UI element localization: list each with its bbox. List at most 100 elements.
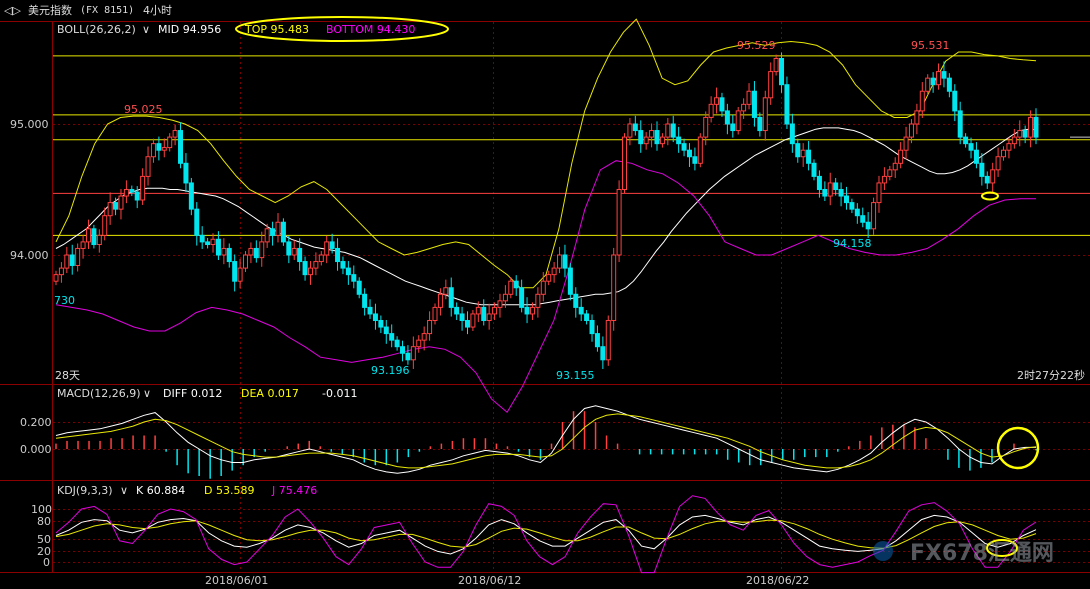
candle-body [990, 169, 996, 184]
candle-body [270, 228, 276, 236]
candle-body [221, 247, 227, 256]
candle-body [264, 228, 270, 243]
macd-histogram [55, 411, 1037, 479]
candlesticks [53, 52, 1039, 369]
candle-body [1033, 116, 1039, 138]
candle-body [816, 175, 822, 190]
candle-body [400, 346, 406, 354]
candle-body [113, 202, 119, 210]
boll-bands [55, 18, 1037, 413]
candle-body [984, 175, 990, 184]
candle-body [188, 182, 194, 210]
candle-body [150, 143, 156, 158]
candle-body [427, 320, 433, 335]
boll-dropdown-icon[interactable]: ∨ [142, 23, 150, 36]
instrument-code: (FX 8151) [80, 5, 135, 16]
candle-body [605, 320, 611, 361]
candle-body [854, 208, 860, 217]
candle-body [719, 97, 725, 112]
candle-body [843, 195, 849, 204]
candle-body [708, 103, 714, 118]
kdj-j-line [55, 495, 1037, 574]
candle-body [140, 175, 146, 201]
candle-body [85, 228, 91, 243]
candle-body [69, 254, 75, 266]
highlight-ellipse-low [981, 191, 999, 201]
candle-body [925, 77, 931, 92]
watermark-logo-icon [873, 541, 893, 561]
candle-body [443, 287, 449, 295]
candle-body [540, 280, 546, 295]
candle-body [492, 306, 498, 315]
candle-body [280, 221, 286, 243]
candle-body [226, 247, 232, 263]
candle-body [172, 130, 178, 138]
candle-body [481, 306, 487, 321]
ytick-kdj-20: 20 [37, 545, 51, 558]
candle-body [324, 241, 330, 256]
candle-body [773, 58, 779, 73]
candle-body [1001, 149, 1007, 158]
countdown-timer: 2时27分22秒 [1017, 368, 1085, 382]
annotation-low-3: 94.158 [833, 237, 872, 250]
candle-body [53, 274, 59, 282]
kdj-dropdown-icon[interactable]: ∨ [120, 484, 128, 497]
candle-body [741, 103, 747, 112]
candle-body [123, 189, 129, 197]
candle-body [529, 306, 535, 315]
candle-body [356, 280, 362, 295]
candle-body [297, 247, 303, 263]
candle-body [307, 267, 313, 276]
candle-body [64, 254, 70, 269]
boll-mid-value: MID 94.956 [158, 23, 221, 36]
macd-diff-value: DIFF 0.012 [163, 387, 222, 400]
candle-body [519, 287, 525, 308]
kdj-k-line [55, 514, 1037, 555]
candle-body [551, 267, 557, 276]
candle-body [459, 313, 465, 322]
candle-body [313, 261, 319, 269]
candle-body [827, 182, 833, 197]
candle-body [486, 313, 492, 322]
candle-body [833, 182, 839, 190]
ytick-main-0: 95.000 [10, 118, 49, 131]
candle-body [237, 267, 243, 282]
candle-body [562, 254, 568, 269]
candle-body [800, 149, 806, 158]
boll-label[interactable]: BOLL(26,26,2) [57, 23, 136, 36]
xtick-1: 2018/06/12 [458, 574, 521, 587]
kdj-label[interactable]: KDJ(9,3,3) [57, 484, 113, 497]
candle-body [58, 267, 64, 276]
candle-body [659, 136, 665, 145]
candle-body [941, 71, 947, 79]
candle-body [448, 287, 454, 308]
candle-body [372, 313, 378, 322]
back-icon[interactable]: ◁▷ [4, 4, 21, 17]
candle-body [205, 241, 211, 246]
macd-label[interactable]: MACD(12,26,9) [57, 387, 141, 400]
candle-body [594, 333, 600, 348]
candle-body [946, 77, 952, 92]
candle-body [286, 241, 292, 256]
annotation-low-1: 93.196 [371, 364, 410, 377]
candle-body [546, 274, 552, 282]
candle-body [102, 215, 108, 236]
candle-body [145, 156, 151, 177]
candle-body [248, 247, 254, 256]
candle-body [898, 149, 904, 164]
horizontal-levels [53, 55, 1090, 236]
candle-body [243, 254, 249, 269]
candle-body [746, 90, 752, 105]
candle-body [616, 189, 622, 256]
period-selector[interactable]: 4小时 [143, 4, 172, 17]
candle-body [686, 149, 692, 158]
candle-body [584, 313, 590, 322]
candle-body [784, 84, 790, 125]
candle-body [676, 136, 682, 145]
ytick-macd-1: 0.000 [20, 443, 52, 456]
kdj-j-value: J 75.476 [271, 484, 317, 497]
candle-body [865, 221, 871, 230]
candle-body [345, 267, 351, 276]
macd-dropdown-icon[interactable]: ∨ [143, 387, 151, 400]
